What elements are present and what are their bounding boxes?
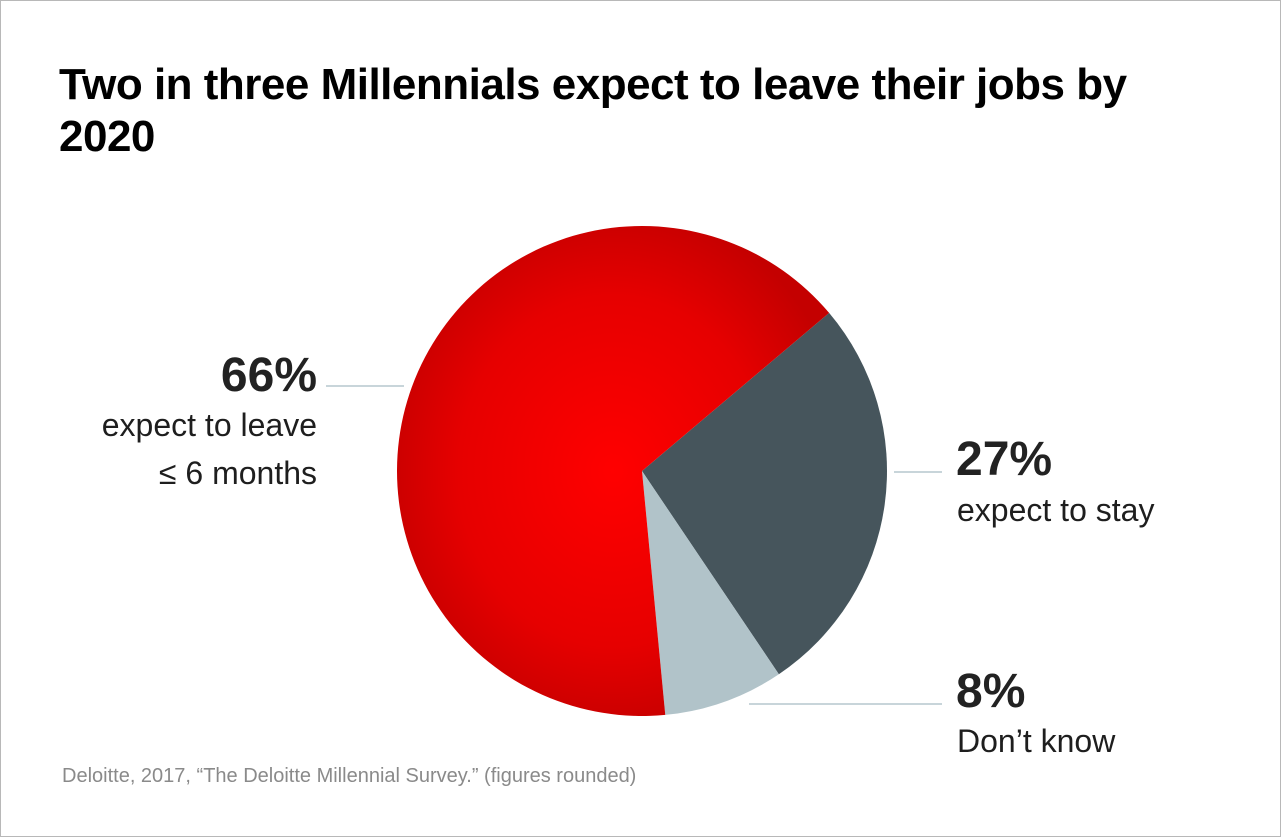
pie-slice-leave: [396, 225, 830, 716]
label-pct-stay: 27%: [956, 433, 1052, 486]
label-desc-stay: expect to stay: [957, 492, 1154, 528]
chart-title: Two in three Millennials expect to leave…: [59, 60, 1127, 161]
source-note: Deloitte, 2017, “The Deloitte Millennial…: [62, 765, 637, 787]
label-desc-leave-line1: expect to leave: [102, 407, 317, 443]
label-pct-dont-know: 8%: [956, 665, 1025, 718]
label-desc-dont-know: Don’t know: [957, 723, 1116, 759]
label-pct-leave: 66%: [221, 349, 317, 402]
pie-slice-stay: [642, 312, 887, 675]
pie-slice-dont-know: [642, 471, 779, 715]
label-desc-leave-line2: ≤ 6 months: [159, 455, 317, 491]
